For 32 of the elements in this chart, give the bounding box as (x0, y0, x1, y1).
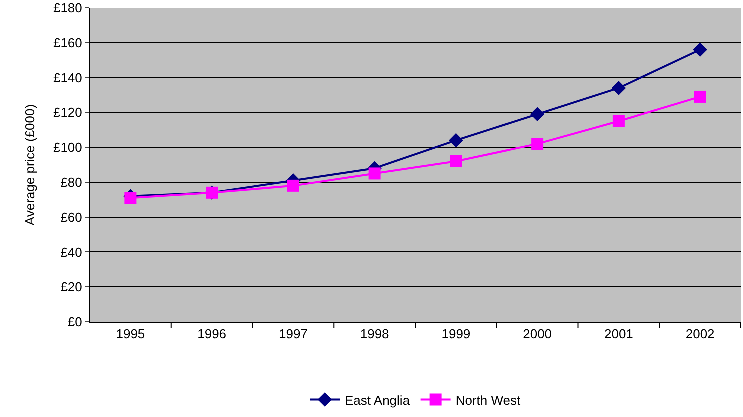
point (449, 133, 464, 148)
y-tick-label: £160 (53, 35, 82, 50)
point (612, 115, 625, 128)
x-tick-label: 2001 (604, 326, 634, 342)
point (693, 42, 708, 58)
y-tick-label: £40 (60, 244, 82, 260)
y-tick-label: £0 (68, 314, 82, 330)
legend-label: East Anglia (345, 392, 411, 408)
point (124, 192, 137, 204)
legend-label: North West (456, 392, 521, 408)
y-tick-label: £180 (53, 0, 82, 16)
x-tick-label: 2000 (523, 326, 552, 342)
x-tick-label: 1996 (198, 326, 227, 342)
point (368, 168, 381, 180)
point (612, 81, 626, 96)
x-tick-label: 1999 (442, 326, 471, 342)
x-tick-label: 1995 (116, 326, 146, 342)
x-tick-label: 1997 (278, 326, 308, 342)
y-tick-label: £80 (60, 174, 82, 190)
y-tick-label: £60 (60, 210, 82, 225)
point (530, 107, 545, 122)
point (450, 156, 462, 168)
point (694, 90, 706, 103)
x-tick-label: 2002 (686, 326, 715, 342)
y-axis-title: Average price (£000) (22, 104, 38, 226)
point (287, 180, 300, 192)
y-tick-label: £20 (60, 280, 82, 295)
y-tick-label: £100 (53, 140, 82, 156)
point (532, 138, 544, 150)
x-tick-label: 1998 (360, 326, 390, 342)
y-tick-label: £140 (53, 70, 82, 86)
y-tick-label: £120 (53, 105, 82, 120)
